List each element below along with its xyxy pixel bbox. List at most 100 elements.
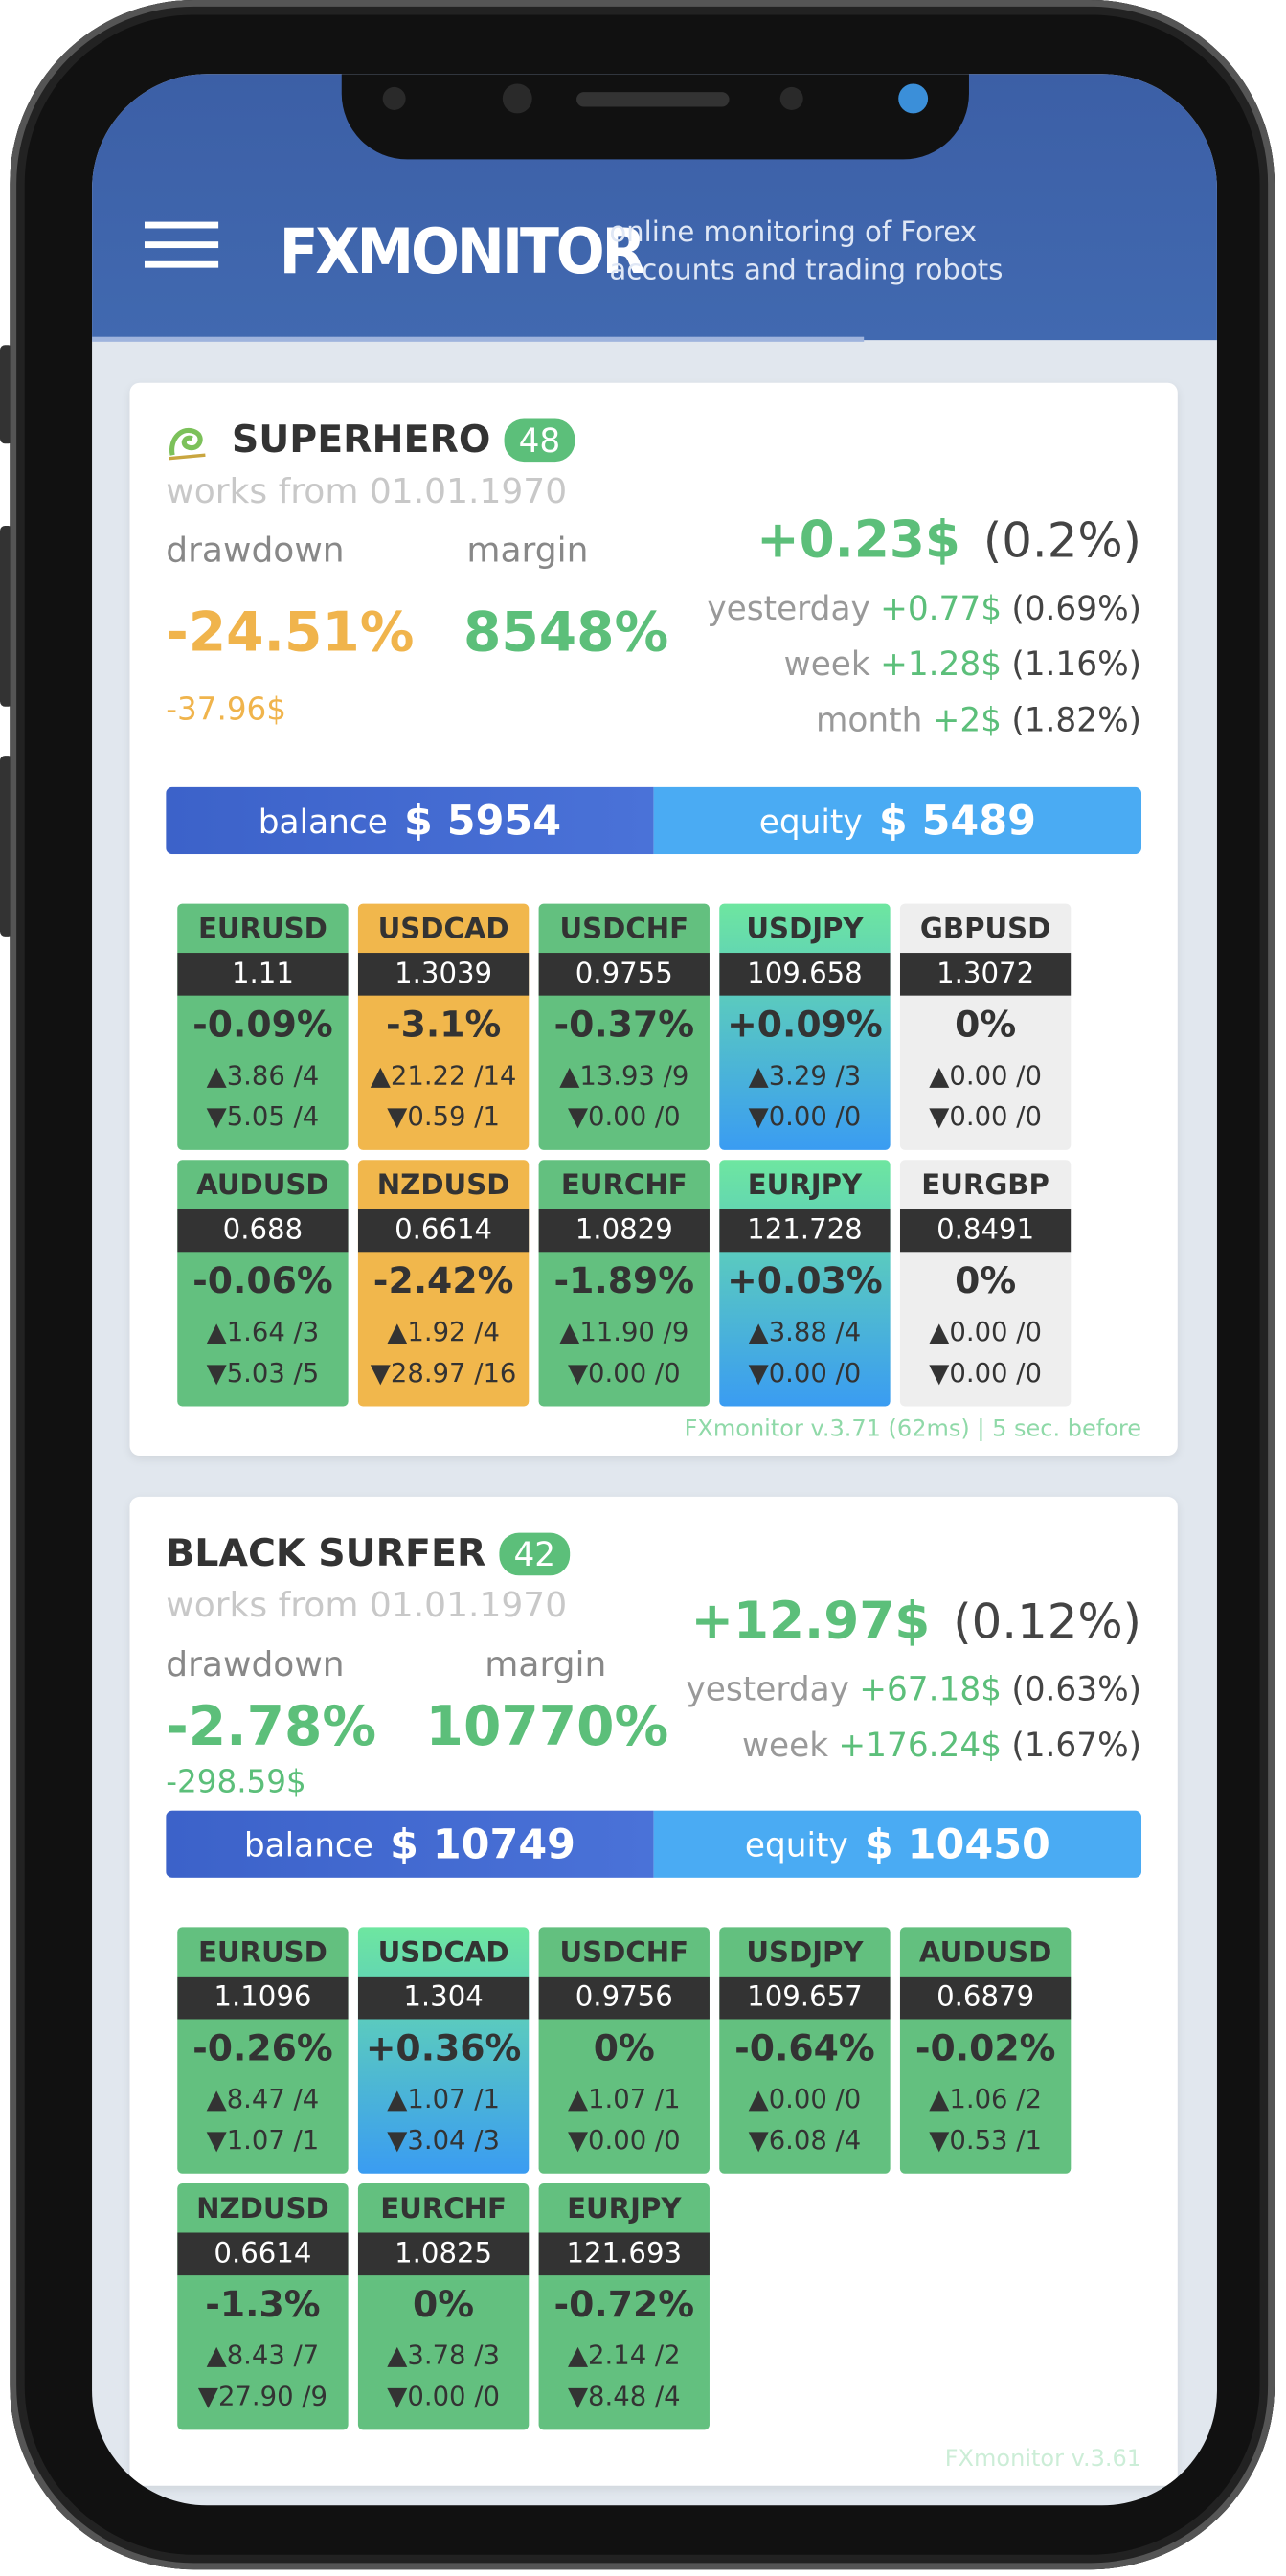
pair-tile[interactable]: EURUSD 1.1096 -0.26% ▲8.47 /4 ▼1.07 /1 [177,1927,349,2174]
pair-price: 109.657 [719,1976,891,2020]
account-title: BLACK SURFER 42 [166,1532,1141,1576]
balance: balance $ 10749 [166,1810,654,1878]
header: FXMONITOR online monitoring of Forex acco… [92,74,1217,342]
pair-tile[interactable]: AUDUSD 0.688 -0.06% ▲1.64 /3 ▼5.03 /5 [177,1160,349,1407]
pair-down: ▼0.00 /0 [567,2124,681,2156]
tagline-line: accounts and trading robots [609,254,1004,288]
pair-down: ▼0.00 /0 [567,1357,681,1389]
pair-change: +0.09% [727,1005,883,1047]
pair-down: ▼0.53 /1 [929,2124,1042,2156]
pair-up: ▲8.43 /7 [206,2339,320,2371]
logo[interactable]: FXMONITOR [279,215,646,288]
period-value: +2$ [932,699,1003,740]
account-title: SUPERHERO 48 [166,418,1141,463]
period-pct: (1.16%) [1011,644,1142,684]
pairs: EURUSD 1.11 -0.09% ▲3.86 /4 ▼5.05 /4 USDCAD 1.… [177,903,1141,1407]
pair-down: ▼0.00 /0 [567,1100,681,1133]
pairs: EURUSD 1.1096 -0.26% ▲8.47 /4 ▼1.07 /1 USDCAD… [177,1927,1141,2430]
pair-price: 0.9756 [538,1976,710,2020]
account-name: BLACK SURFER [166,1532,486,1576]
pair-tile[interactable]: USDCHF 0.9755 -0.37% ▲13.93 /9 ▼0.00 /0 [538,903,710,1150]
drawdown: -24.51% [166,599,415,665]
profit-pct: (0.2%) [982,512,1142,569]
margin: 10770% [425,1693,669,1758]
equity-value: $ 10450 [864,1819,1050,1868]
pair-symbol: USDCHF [559,1936,689,1971]
pair-tile[interactable]: EURCHF 1.0825 0% ▲3.78 /3 ▼0.00 /0 [357,2183,530,2430]
equity-label: equity [758,801,863,841]
pair-up: ▲1.64 /3 [206,1316,320,1347]
pair-symbol: USDJPY [746,913,864,947]
risk: drawdown margin -24.51% 8548% -37.96$ [166,517,668,747]
profit-value: +0.23$ [756,510,960,571]
pair-symbol: AUDUSD [918,1936,1052,1971]
pair-up: ▲3.29 /3 [748,1059,862,1092]
account-name: SUPERHERO [231,418,491,463]
pair-down: ▼5.05 /4 [206,1100,320,1133]
pair-tile[interactable]: EURUSD 1.11 -0.09% ▲3.86 /4 ▼5.05 /4 [177,903,349,1150]
pair-tile[interactable]: USDJPY 109.658 +0.09% ▲3.29 /3 ▼0.00 /0 [719,903,891,1150]
pair-tile[interactable]: USDJPY 109.657 -0.64% ▲0.00 /0 ▼6.08 /4 [719,1927,891,2174]
period-value: +1.28$ [880,644,1003,684]
pair-change: 0% [413,2285,475,2327]
pair-tile[interactable]: EURJPY 121.693 -0.72% ▲2.14 /2 ▼8.48 /4 [538,2183,710,2430]
pair-up: ▲13.93 /9 [559,1059,689,1092]
pair-change: -2.42% [372,1261,514,1303]
pair-tile[interactable]: USDCHF 0.9756 0% ▲1.07 /1 ▼0.00 /0 [538,1927,710,2174]
profit: +12.97$ (0.12%) yesterday +67.18$ (0.63%) wee… [686,1592,1141,1800]
drawdown: -2.78% [166,1693,377,1758]
pair-up: ▲3.78 /3 [387,2339,500,2371]
pair-symbol: USDJPY [746,1936,864,1971]
sensors [382,83,929,114]
pair-up: ▲8.47 /4 [206,2083,320,2114]
pair-symbol: EURGBP [921,1169,1049,1203]
pair-change: -0.64% [734,2028,875,2070]
period-pct: (0.69%) [1011,588,1142,628]
pair-symbol: GBPUSD [919,913,1051,947]
pair-price: 0.9755 [538,953,710,996]
pair-up: ▲1.06 /2 [929,2083,1042,2114]
pair-symbol: EURUSD [197,913,327,947]
balance-bar: balance $ 10749 equity $ 10450 [166,1810,1142,1878]
margin-label: margin [466,531,589,571]
profit-total: +0.23$ (0.2%) [707,511,1141,571]
pair-tile[interactable]: AUDUSD 0.6879 -0.02% ▲1.06 /2 ▼0.53 /1 [899,1927,1072,2174]
pair-up: ▲0.00 /0 [929,1316,1042,1347]
pair-tile[interactable]: USDCAD 1.3039 -3.1% ▲21.22 /14 ▼0.59 /1 [357,903,530,1150]
pair-up: ▲3.86 /4 [206,1059,320,1092]
period: week +1.28$ (1.16%) [707,636,1141,691]
pair-tile[interactable]: GBPUSD 1.3072 0% ▲0.00 /0 ▼0.00 /0 [899,903,1072,1150]
version: FXmonitor v.3.71 (62ms) | 5 sec. before [684,1415,1142,1443]
balance-label: balance [258,801,388,841]
menu-icon[interactable] [144,218,227,274]
pair-tile[interactable]: NZDUSD 0.6614 -1.3% ▲8.43 /7 ▼27.90 /9 [177,2183,349,2430]
pair-up: ▲1.07 /1 [387,2083,500,2114]
pair-down: ▼6.08 /4 [748,2124,862,2156]
account-card: SUPERHERO 48 works from 01.01.1970 drawdown… [129,382,1178,1457]
pair-price: 109.658 [719,953,891,996]
pair-price: 1.1096 [177,1976,349,2020]
profit-pct: (0.12%) [953,1593,1142,1650]
margin: 8548% [463,599,669,665]
drawdown-money: -298.59$ [166,1764,306,1801]
pair-tile[interactable]: EURCHF 1.0829 -1.89% ▲11.90 /9 ▼0.00 /0 [538,1160,710,1407]
pair-change: -1.3% [205,2285,321,2327]
pair-symbol: EURUSD [197,1936,327,1971]
pair-tile[interactable]: EURJPY 121.728 +0.03% ▲3.88 /4 ▼0.00 /0 [719,1160,891,1407]
pair-price: 0.8491 [899,1209,1072,1253]
pair-tile[interactable]: NZDUSD 0.6614 -2.42% ▲1.92 /4 ▼28.97 /16 [357,1160,530,1407]
pair-tile[interactable]: EURGBP 0.8491 0% ▲0.00 /0 ▼0.00 /0 [899,1160,1072,1407]
pair-change: 0% [955,1261,1017,1303]
pair-up: ▲2.14 /2 [567,2339,681,2371]
period: month +2$ (1.82%) [707,691,1141,747]
pair-down: ▼8.48 /4 [567,2380,681,2412]
pair-symbol: NZDUSD [196,2193,329,2226]
period: week +176.24$ (1.67%) [686,1717,1141,1773]
pair-change: -0.09% [192,1005,333,1047]
equity-label: equity [744,1824,848,1864]
pair-tile[interactable]: USDCAD 1.304 +0.36% ▲1.07 /1 ▼3.04 /3 [357,1927,530,2174]
pair-change: -0.26% [192,2028,333,2070]
pair-up: ▲1.92 /4 [387,1316,500,1347]
pair-price: 0.6614 [177,2232,349,2276]
